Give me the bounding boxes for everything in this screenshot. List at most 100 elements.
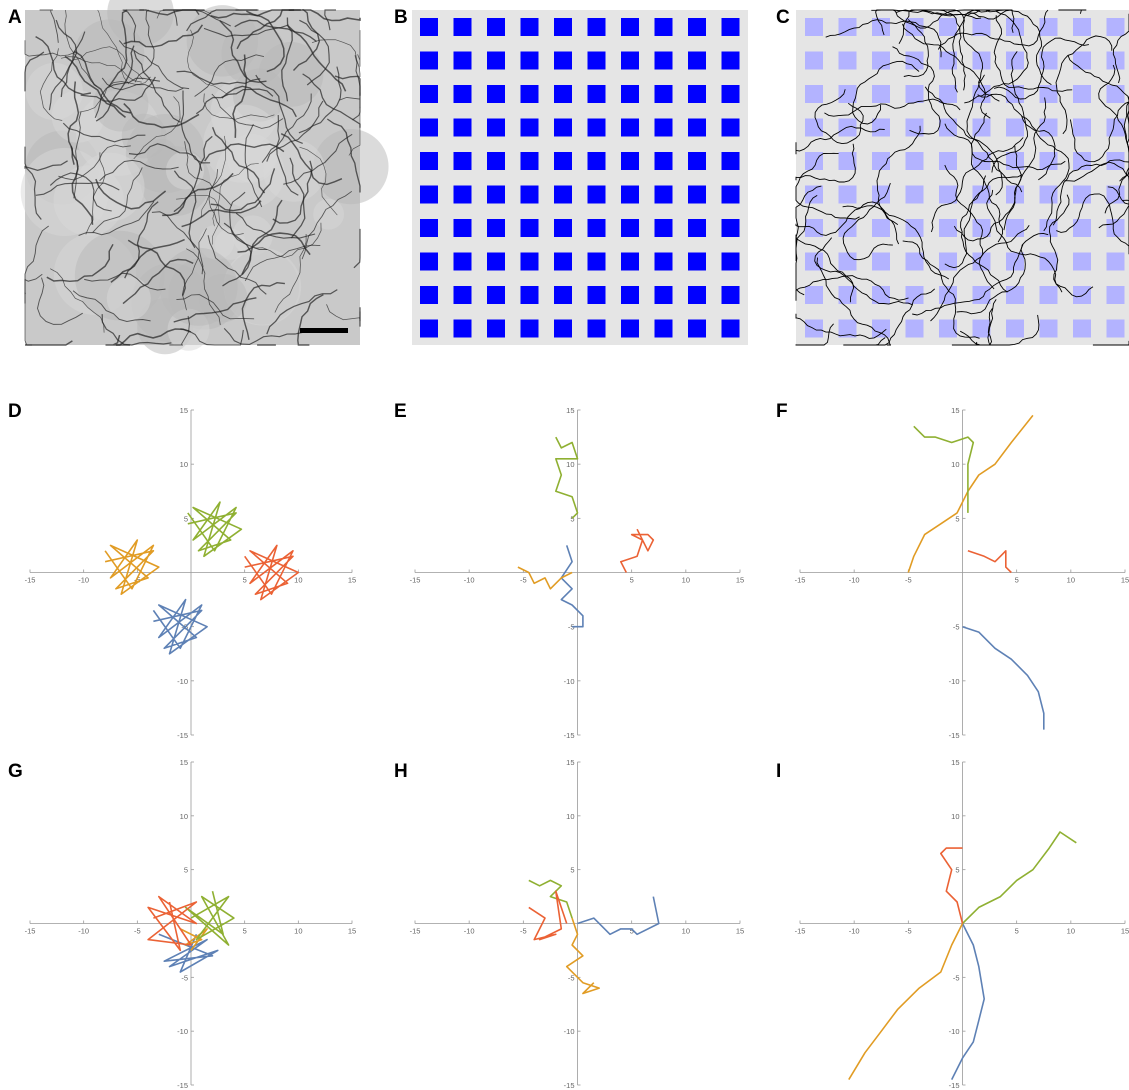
overlay-square: [1107, 119, 1125, 137]
pattern-square: [554, 253, 572, 271]
x-tick-label: 5: [1015, 576, 1019, 585]
pattern-square: [655, 119, 673, 137]
pattern-square: [688, 219, 706, 237]
pattern-square: [521, 286, 539, 304]
pattern-square: [621, 18, 639, 36]
trajectory: [968, 551, 1011, 573]
pattern-square: [688, 18, 706, 36]
overlay-square: [872, 119, 890, 137]
panel-label: I: [776, 761, 781, 782]
trajectory: [952, 924, 985, 1080]
overlay-square: [906, 152, 924, 170]
pattern-square: [688, 253, 706, 271]
overlay-square: [1107, 85, 1125, 103]
overlay-square: [1006, 219, 1024, 237]
overlay-square: [939, 286, 957, 304]
y-tick-label: 15: [180, 406, 188, 415]
pattern-square: [454, 286, 472, 304]
overlay-square: [1040, 286, 1058, 304]
scale-bar: [300, 328, 348, 333]
y-tick-label: -15: [949, 731, 960, 740]
overlay-square: [906, 219, 924, 237]
pattern-square: [420, 320, 438, 338]
y-tick-label: -5: [953, 973, 960, 982]
pattern-square: [588, 186, 606, 204]
overlay-square: [1107, 286, 1125, 304]
x-tick-label: 10: [682, 576, 690, 585]
panel-label: C: [776, 7, 790, 28]
pattern-square: [454, 320, 472, 338]
x-tick-label: -15: [410, 576, 421, 585]
overlay-square: [872, 186, 890, 204]
panel-label: H: [394, 761, 408, 782]
pattern-square: [454, 152, 472, 170]
overlay-square: [1107, 253, 1125, 271]
pattern-square: [487, 18, 505, 36]
overlay-square: [839, 186, 857, 204]
x-tick-label: -10: [464, 576, 475, 585]
trajectory: [105, 540, 159, 594]
pattern-grid: [412, 10, 748, 345]
y-tick-label: -10: [949, 1027, 960, 1036]
overlay-square: [939, 18, 957, 36]
pattern-square: [521, 119, 539, 137]
trajectory: [556, 437, 578, 518]
pattern-square: [621, 286, 639, 304]
overlay-square: [906, 52, 924, 70]
pattern-square: [487, 286, 505, 304]
overlay-square: [872, 85, 890, 103]
pattern-square: [588, 219, 606, 237]
y-tick-label: 15: [951, 758, 959, 767]
overlay-square: [872, 52, 890, 70]
overlay-square: [1006, 320, 1024, 338]
page: {"panels": ["A", "B", "C", "D", "E", "F"…: [0, 0, 1129, 1090]
y-tick-label: 10: [951, 460, 959, 469]
y-tick-label: 5: [184, 514, 188, 523]
x-tick-label: 15: [1121, 927, 1129, 936]
trajectory: [621, 529, 654, 572]
overlay-square: [1073, 320, 1091, 338]
y-tick-label: -5: [568, 973, 575, 982]
y-tick-label: -10: [564, 677, 575, 686]
y-tick-label: 5: [570, 866, 574, 875]
x-tick-label: 5: [1015, 927, 1019, 936]
y-tick-label: 15: [180, 758, 188, 767]
pattern-square: [588, 119, 606, 137]
overlay-square: [906, 186, 924, 204]
overlay-square: [1073, 85, 1091, 103]
panel-label: F: [776, 401, 788, 422]
pattern-square: [621, 52, 639, 70]
overlay-square: [1040, 186, 1058, 204]
x-tick-label: 10: [294, 927, 302, 936]
y-tick-label: -15: [949, 1081, 960, 1090]
overlay-square: [1107, 320, 1125, 338]
pattern-square: [722, 85, 740, 103]
pattern-square: [454, 18, 472, 36]
pattern-square: [621, 186, 639, 204]
pattern-square: [655, 186, 673, 204]
overlay-square: [839, 85, 857, 103]
y-tick-label: 10: [566, 812, 574, 821]
y-tick-label: 10: [566, 460, 574, 469]
pattern-square: [621, 152, 639, 170]
pattern-square: [521, 52, 539, 70]
pattern-square: [722, 186, 740, 204]
pattern-square: [521, 186, 539, 204]
texture-blob: [166, 151, 204, 189]
pattern-square: [722, 52, 740, 70]
pattern-square: [420, 52, 438, 70]
overlay-square: [872, 253, 890, 271]
y-tick-label: 5: [955, 866, 959, 875]
x-tick-label: 10: [294, 576, 302, 585]
pattern-square: [655, 18, 673, 36]
pattern-square: [521, 18, 539, 36]
pattern-square: [554, 119, 572, 137]
y-tick-label: 10: [951, 812, 959, 821]
y-tick-label: 5: [955, 514, 959, 523]
pattern-square: [621, 219, 639, 237]
pattern-square: [487, 320, 505, 338]
pattern-square: [487, 85, 505, 103]
overlay-square: [1073, 219, 1091, 237]
